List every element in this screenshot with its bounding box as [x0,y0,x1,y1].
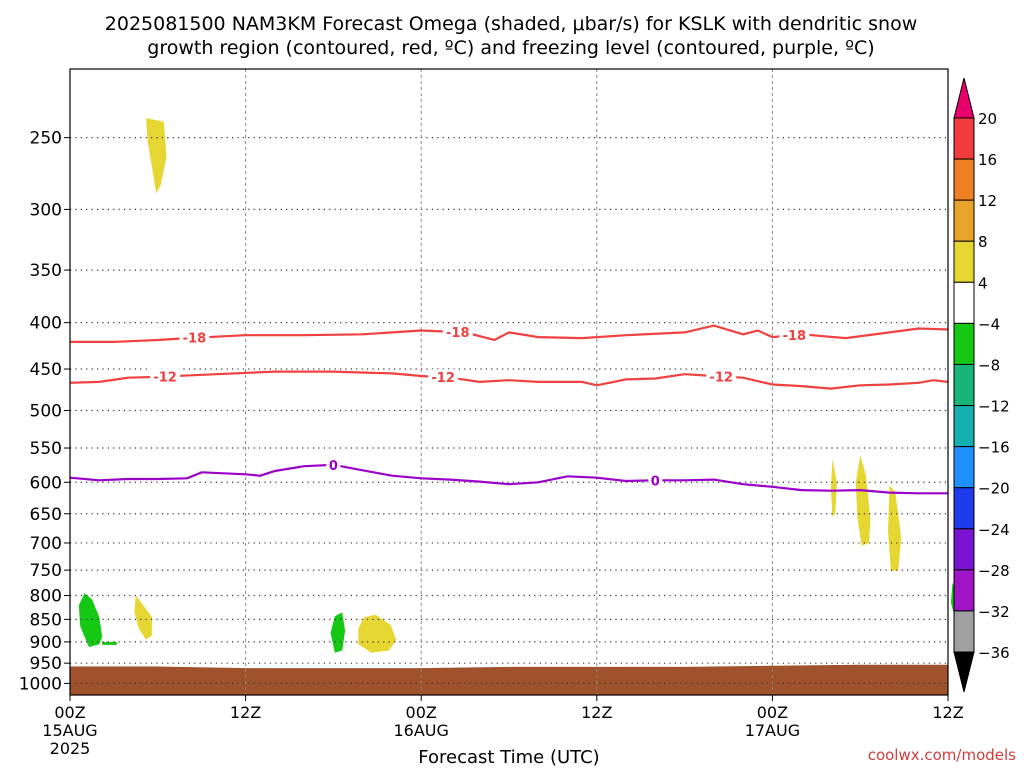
colorbar-segment [953,446,975,489]
x-tick-label: 00Z [54,703,85,722]
colorbar-bottom-arrow [953,651,975,693]
omega-region [888,485,902,572]
colorbar-label: −32 [978,603,1010,621]
colorbar-segment [953,199,975,242]
contour-line [69,463,948,495]
chart-title-line1: 2025081500 NAM3KM Forecast Omega (shaded… [105,13,917,35]
colorbar-segment [953,117,975,160]
y-axis-ticks: 250 300 350 400 450 500 550 600 650 700 750 800 850 9… [19,129,70,694]
ground-surface [70,664,948,695]
ground-area [70,664,948,695]
contour-label-bg [706,368,737,385]
colorbar-label: 20 [978,110,997,128]
contour-label-bg [779,327,810,344]
colorbar-label: −28 [978,562,1010,580]
contour-line [69,370,949,390]
colorbar-label: 8 [978,233,988,251]
x-tick-date: 17AUG [745,721,800,740]
y-tick-label: 950 [30,654,62,674]
chart-title-line2: growth region (contoured, red, ºC) and f… [147,37,874,59]
x-tick-label: 00Z [757,703,788,722]
contour-label-bg [648,472,663,489]
colorbar-segment [953,322,975,365]
contour-label-bg [179,329,210,346]
y-tick-label: 1000 [19,674,62,694]
x-tick-date: 15AUG [42,721,97,740]
y-tick-label: 900 [30,633,62,653]
omega-region [855,455,871,546]
contour-label-bg [428,369,459,386]
y-tick-label: 500 [30,401,62,421]
colorbar-label: 12 [978,192,997,210]
contour-label: -12 [709,370,733,385]
omega-region [330,612,346,653]
colorbar-segment [953,487,975,530]
contour-label-bg [442,324,473,341]
y-tick-label: 550 [30,439,62,459]
colorbar-label: −4 [978,315,1000,333]
contour-label: 0 [651,474,660,489]
contour-label-bg [150,368,181,385]
colorbar-label: −12 [978,398,1010,416]
x-tick-label: 12Z [230,703,261,722]
y-tick-label: 850 [30,610,62,630]
omega-region [102,641,117,645]
y-tick-label: 450 [30,360,62,380]
y-tick-label: 800 [30,587,62,607]
contour-label: -12 [153,370,177,385]
x-axis-label: Forecast Time (UTC) [418,747,599,768]
y-tick-label: 600 [30,473,62,493]
x-tick-date: 16AUG [393,721,448,740]
contour-label-bg [326,456,341,473]
colorbar-label: −24 [978,521,1010,539]
omega-region [830,458,837,517]
contour-label: -12 [431,371,455,386]
x-tick-year: 2025 [50,739,91,758]
plot-frame [69,68,949,696]
colorbar: 20 16 12 8 4 −4 −8 −12 −16 −20 −24 −28 −32 −36 [953,77,1010,693]
colorbar-segment [953,610,975,653]
colorbar-label: 16 [978,151,997,169]
y-tick-label: 700 [30,534,62,554]
colorbar-segment [953,405,975,448]
colorbar-segment [953,240,975,283]
y-tick-label: 400 [30,314,62,334]
colorbar-segment [953,528,975,571]
temperature-contours: -18 -18 -18 -12 -12 -12 0 0 [69,324,949,495]
contour-label: -18 [183,332,207,347]
colorbar-segment [953,281,975,324]
y-tick-label: 350 [30,261,62,281]
x-tick-label: 00Z [406,703,437,722]
colorbar-segment [953,363,975,407]
contour-label: 0 [329,459,338,474]
contour-label: -18 [783,329,807,344]
y-tick-label: 650 [30,505,62,525]
x-tick-label: 12Z [581,703,612,722]
colorbar-top-arrow [953,77,975,119]
y-tick-label: 300 [30,200,62,220]
omega-region [358,614,397,653]
y-tick-label: 250 [30,129,62,149]
x-tick-label: 12Z [932,703,963,722]
omega-region [78,593,103,648]
colorbar-segment [953,158,975,201]
plot-background [70,69,948,695]
credit-text: coolwx.com/models [868,746,1016,764]
colorbar-label: −8 [978,356,1000,374]
colorbar-segment [953,569,975,612]
contour-label: -18 [446,326,470,341]
y-tick-label: 750 [30,561,62,581]
colorbar-label: −36 [978,644,1010,662]
colorbar-label: −20 [978,480,1010,498]
omega-region [134,595,152,640]
colorbar-label: −16 [978,439,1010,457]
colorbar-label: 4 [978,274,988,292]
